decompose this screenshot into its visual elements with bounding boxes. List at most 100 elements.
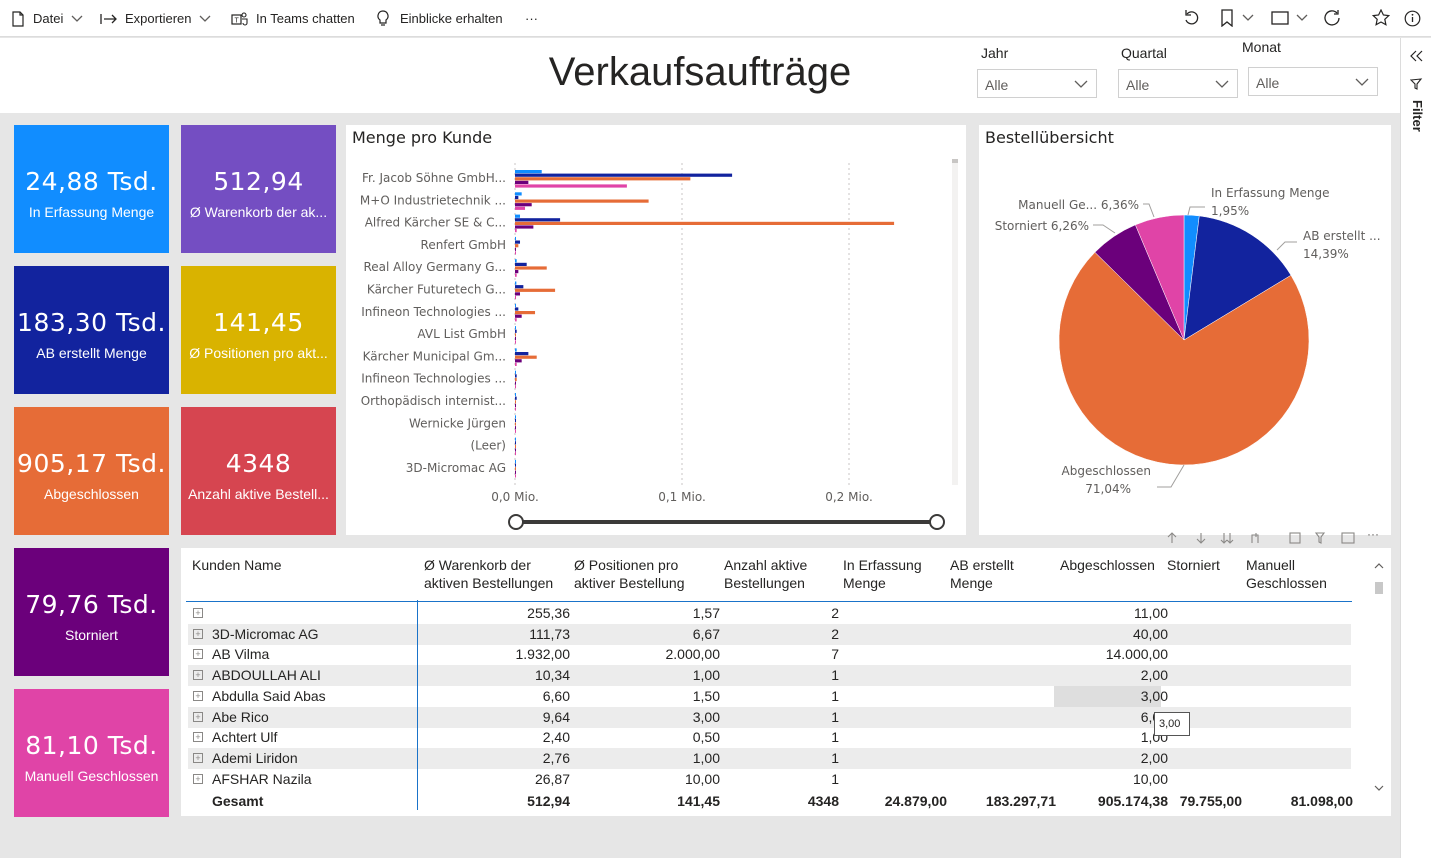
- table-row[interactable]: + AFSHAR Nazila 26,87 10,00 1 10,00: [188, 769, 1351, 790]
- column-divider: [417, 600, 418, 810]
- ellipsis-icon[interactable]: ···: [1367, 530, 1379, 541]
- col-header-warenkorb[interactable]: Ø Warenkorb der aktiven Bestellungen: [424, 557, 554, 591]
- expand-icon[interactable]: +: [193, 711, 203, 722]
- reset-button[interactable]: [1183, 9, 1201, 27]
- card-warenkorb[interactable]: 512,94 Ø Warenkorb der ak...: [181, 125, 336, 253]
- bar: [515, 195, 519, 200]
- expand-icon[interactable]: +: [193, 690, 203, 701]
- slicer-quartal-value: Alle: [1126, 77, 1150, 93]
- col-header-abgeschlossen[interactable]: Abgeschlossen: [1060, 557, 1155, 573]
- cell-positionen: 141,45: [677, 793, 720, 809]
- more-options-button[interactable]: ···: [525, 0, 538, 37]
- collapse-pane-icon[interactable]: [1410, 50, 1423, 62]
- table-row[interactable]: + AB Vilma 1.932,00 2.000,00 7 14.000,00: [188, 644, 1351, 665]
- card-storniert[interactable]: 79,76 Tsd. Storniert: [14, 548, 169, 676]
- top-toolbar: Datei Exportieren T In Teams chatten Ein…: [0, 0, 1431, 37]
- bar: [515, 370, 516, 374]
- pie-leader-line: [1157, 464, 1185, 488]
- table-row[interactable]: +3D-Micromac AG 111,73 6,67 2 40,00: [188, 623, 1351, 645]
- col-header-positionen[interactable]: Ø Positionen pro aktiver Bestellung: [574, 557, 685, 591]
- focus-mode-icon[interactable]: [1289, 532, 1301, 544]
- expand-icon[interactable]: +: [193, 670, 203, 681]
- bar: [515, 236, 516, 241]
- card-value: 81,10 Tsd.: [25, 731, 158, 760]
- expand-icon[interactable]: +: [193, 649, 203, 660]
- cell-anzahl: 1: [831, 708, 839, 725]
- expand-next-level-icon[interactable]: [1251, 533, 1259, 543]
- bar: [515, 348, 517, 352]
- expand-all-down-icon[interactable]: [1220, 533, 1234, 544]
- bar: [515, 452, 516, 456]
- bookmark-button[interactable]: [1220, 9, 1254, 27]
- card-value: 24,88 Tsd.: [25, 167, 158, 196]
- favorite-button[interactable]: [1372, 9, 1390, 27]
- cell-abgeschlossen: 3,00: [1140, 687, 1168, 704]
- card-value: 512,94: [213, 167, 304, 196]
- cell-kunden-name: 3D-Micromac AG: [212, 625, 319, 642]
- table-row[interactable]: + Abdulla Said Abas 6,60 1,50 1 3,00: [188, 685, 1351, 707]
- filter-icon[interactable]: [1314, 532, 1326, 544]
- card-anzahl-aktive-bestellungen[interactable]: 4348 Anzahl aktive Bestell...: [181, 407, 336, 535]
- table-row[interactable]: +255,36 1,57 2 11,00: [188, 603, 1351, 624]
- bar-chart-title: Menge pro Kunde: [352, 128, 493, 147]
- expand-icon[interactable]: +: [193, 628, 203, 639]
- table-scrollbar[interactable]: [1372, 552, 1386, 802]
- card-manuell-geschlossen[interactable]: 81,10 Tsd. Manuell Geschlossen: [14, 689, 169, 817]
- drill-up-icon[interactable]: [1167, 532, 1177, 543]
- drill-down-icon[interactable]: [1196, 533, 1206, 544]
- bar: [515, 218, 561, 222]
- card-label: Anzahl aktive Bestell...: [188, 486, 329, 502]
- table-row[interactable]: + ABDOULLAH ALI 10,34 1,00 1 2,00: [188, 665, 1351, 687]
- more-options-icon[interactable]: [1341, 532, 1355, 544]
- chevron-down-icon: [71, 15, 83, 22]
- scroll-down-icon[interactable]: [1374, 784, 1384, 792]
- info-button[interactable]: [1404, 9, 1421, 27]
- slicer-label-quartal: Quartal: [1121, 45, 1167, 61]
- pie-leader-line: [1093, 224, 1116, 234]
- scrollbar-thumb[interactable]: [1375, 582, 1383, 594]
- export-menu[interactable]: Exportieren: [100, 0, 211, 37]
- cell-anzahl: 4348: [807, 793, 839, 809]
- filter-pane-label[interactable]: Filter: [1410, 100, 1425, 132]
- view-button[interactable]: [1271, 9, 1308, 27]
- card-abgeschlossen[interactable]: 905,17 Tsd. Abgeschlossen: [14, 407, 169, 535]
- teams-chat-button[interactable]: T In Teams chatten: [231, 0, 355, 37]
- card-ab-erstellt-menge[interactable]: 183,30 Tsd. AB erstellt Menge: [14, 266, 169, 394]
- table-row[interactable]: + Ademi Liridon 2,76 1,00 1 2,00: [188, 747, 1351, 769]
- slicer-monat-dropdown[interactable]: Alle: [1248, 67, 1378, 96]
- y-category-label: Real Alloy Germany G...: [363, 260, 506, 274]
- card-positionen[interactable]: 141,45 Ø Positionen pro akt...: [181, 266, 336, 394]
- lightbulb-icon: [377, 10, 389, 26]
- bar-chart: 0,0 Mio. 0,1 Mio. 0,2 Mio. Fr. Jacob Söhne …: [360, 159, 958, 530]
- bar: [515, 426, 516, 430]
- scroll-up-icon[interactable]: [1374, 562, 1384, 570]
- card-label: AB erstellt Menge: [36, 345, 147, 361]
- slicer-quartal-dropdown[interactable]: Alle: [1118, 69, 1238, 98]
- expand-icon[interactable]: +: [193, 752, 203, 763]
- slicer-jahr-dropdown[interactable]: Alle: [977, 69, 1097, 98]
- pie-slice: [1183, 215, 1292, 341]
- expand-icon[interactable]: +: [193, 732, 203, 743]
- col-header-in-erfassung[interactable]: In Erfassung Menge: [843, 557, 922, 591]
- cell-warenkorb: 1.932,00: [515, 646, 571, 663]
- cell-abgeschlossen: 14.000,00: [1105, 646, 1168, 663]
- cell-ab: 183.297,71: [985, 793, 1056, 809]
- col-header-anzahl[interactable]: Anzahl aktive Bestellungen: [724, 557, 808, 591]
- expand-icon[interactable]: +: [193, 608, 203, 618]
- refresh-button[interactable]: [1323, 9, 1341, 27]
- cell-warenkorb: 10,34: [534, 667, 570, 684]
- insights-button[interactable]: Einblicke erhalten: [376, 0, 503, 37]
- file-menu[interactable]: Datei: [10, 0, 83, 37]
- col-header-kunden-name[interactable]: Kunden Name: [192, 557, 282, 573]
- bar: [515, 422, 516, 426]
- card-in-erfassung-menge[interactable]: 24,88 Tsd. In Erfassung Menge: [14, 125, 169, 253]
- table-total-row[interactable]: Gesamt 512,94 141,45 4348 24.879,00 183.297,7…: [188, 791, 1353, 812]
- card-value: 905,17 Tsd.: [17, 449, 166, 478]
- expand-icon[interactable]: +: [193, 773, 203, 784]
- cell-warenkorb: 9,64: [542, 708, 570, 725]
- col-header-storniert[interactable]: Storniert: [1167, 557, 1220, 573]
- more-options-label: ···: [525, 11, 538, 26]
- col-header-ab-erstellt[interactable]: AB erstellt Menge: [950, 557, 1014, 591]
- col-header-manuell-geschlossen[interactable]: Manuell Geschlossen: [1246, 557, 1327, 591]
